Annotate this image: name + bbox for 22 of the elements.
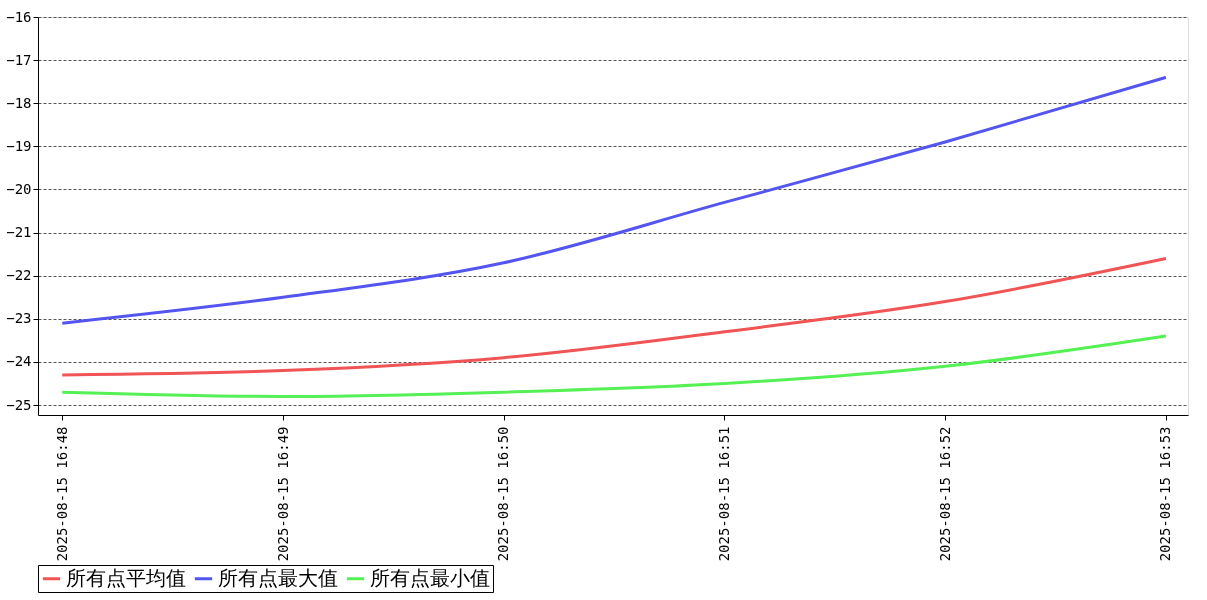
legend-label: 所有点最小值	[370, 566, 490, 589]
x-tick-label: 2025-08-15 16:49	[274, 426, 291, 562]
y-tick-label: −23	[6, 310, 32, 327]
legend-label: 所有点平均值	[66, 566, 186, 589]
y-tick-label: −17	[6, 51, 32, 68]
y-tick-label: −16	[6, 8, 32, 25]
y-tick-label: −18	[6, 94, 32, 111]
legend-label: 所有点最大值	[218, 566, 338, 589]
line-series	[60, 75, 1168, 325]
x-tick-label: 2025-08-15 16:48	[53, 426, 70, 562]
line-series	[60, 256, 1168, 377]
y-tick-label: −25	[6, 396, 32, 413]
line-series	[60, 334, 1168, 398]
y-tick-label: −19	[6, 137, 32, 154]
x-tick-label: 2025-08-15 16:52	[936, 426, 953, 562]
y-tick-label: −21	[6, 224, 32, 241]
y-tick-label: −24	[6, 353, 32, 370]
x-tick-label: 2025-08-15 16:53	[1157, 426, 1174, 562]
x-tick-label: 2025-08-15 16:51	[715, 426, 732, 562]
y-tick-label: −20	[6, 180, 32, 197]
y-tick-label: −22	[6, 267, 32, 284]
x-tick-label: 2025-08-15 16:50	[495, 426, 512, 562]
